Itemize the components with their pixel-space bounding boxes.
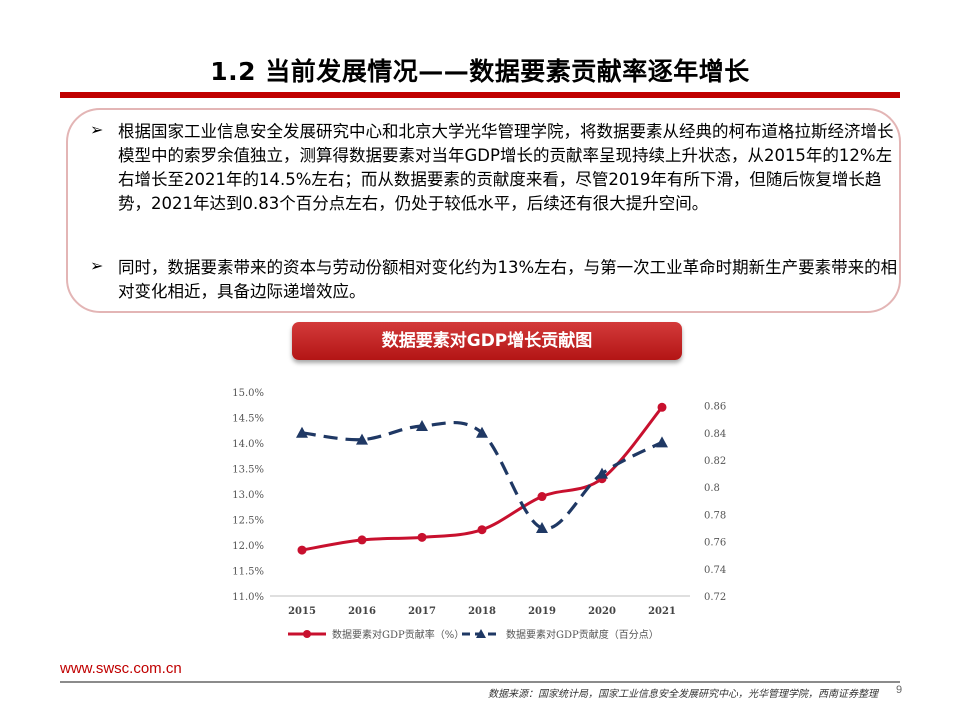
series-degree-point [296, 426, 308, 438]
title-divider [60, 92, 900, 98]
y-left-tick-label: 12.0% [232, 541, 264, 552]
bullet-arrow-icon: ➢ [90, 120, 104, 139]
bullet-arrow-icon: ➢ [90, 256, 104, 275]
series-degree-point [536, 522, 548, 533]
series-rate-point [417, 532, 427, 542]
y-right-tick-label: 0.86 [704, 402, 726, 413]
bullet-text-2: 同时，数据要素带来的资本与劳动份额相对变化约为13%左右，与第一次工业革命时期新… [118, 258, 898, 301]
x-tick-label: 2020 [588, 606, 616, 617]
x-tick-label: 2016 [348, 606, 376, 617]
series-degree-point [416, 420, 428, 431]
legend-degree-marker [476, 629, 486, 638]
y-right-tick-label: 0.84 [704, 429, 726, 440]
y-left-tick-label: 13.0% [232, 490, 264, 501]
series-degree-point [476, 426, 488, 438]
y-left-tick-label: 11.0% [232, 592, 264, 603]
series-rate-point [657, 402, 667, 412]
y-right-tick-label: 0.72 [704, 592, 726, 603]
chart-title-banner: 数据要素对GDP增长贡献图 [292, 322, 682, 360]
website-link[interactable]: www.swsc.com.cn [60, 660, 182, 677]
y-left-tick-label: 13.5% [232, 465, 264, 476]
x-tick-label: 2019 [528, 606, 556, 617]
series-degree-point [356, 433, 368, 445]
page-number: 9 [896, 684, 903, 696]
y-right-tick-label: 0.74 [704, 565, 726, 576]
series-rate-point [297, 545, 307, 555]
y-left-tick-label: 11.5% [232, 567, 264, 578]
y-left-tick-label: 12.5% [232, 516, 264, 527]
y-left-tick-label: 15.0% [232, 388, 264, 399]
y-right-tick-label: 0.82 [704, 456, 726, 467]
series-rate-point [537, 492, 547, 502]
x-tick-label: 2021 [648, 606, 676, 617]
y-left-tick-label: 14.0% [232, 439, 264, 450]
series-degree-point [656, 436, 668, 448]
series-rate-point [477, 525, 487, 535]
series-rate-point [357, 535, 367, 545]
page-title: 1.2 当前发展情况——数据要素贡献率逐年增长 [210, 57, 750, 86]
data-source-note: 数据来源：国家统计局，国家工业信息安全发展研究中心，光华管理学院，西南证券整理 [488, 689, 878, 700]
bullet-text-1: 根据国家工业信息安全发展研究中心和北京大学光华管理学院，将数据要素从经典的柯布道… [118, 122, 894, 213]
y-right-tick-label: 0.76 [704, 538, 726, 549]
y-right-tick-label: 0.8 [704, 483, 720, 494]
legend-degree-label: 数据要素对GDP贡献度（百分点） [506, 628, 659, 641]
x-tick-label: 2018 [468, 606, 496, 617]
x-tick-label: 2017 [408, 606, 436, 617]
footer-divider [60, 681, 900, 683]
legend-rate-marker [303, 630, 311, 638]
x-tick-label: 2015 [288, 606, 316, 617]
summary-box: ➢ 根据国家工业信息安全发展研究中心和北京大学光华管理学院，将数据要素从经典的柯… [66, 108, 901, 313]
series-degree-point [596, 467, 608, 479]
series-degree-line [301, 420, 663, 531]
y-right-tick-label: 0.78 [704, 510, 726, 521]
y-left-tick-label: 14.5% [232, 414, 264, 425]
legend-rate-label: 数据要素对GDP贡献率（%） [332, 628, 464, 641]
